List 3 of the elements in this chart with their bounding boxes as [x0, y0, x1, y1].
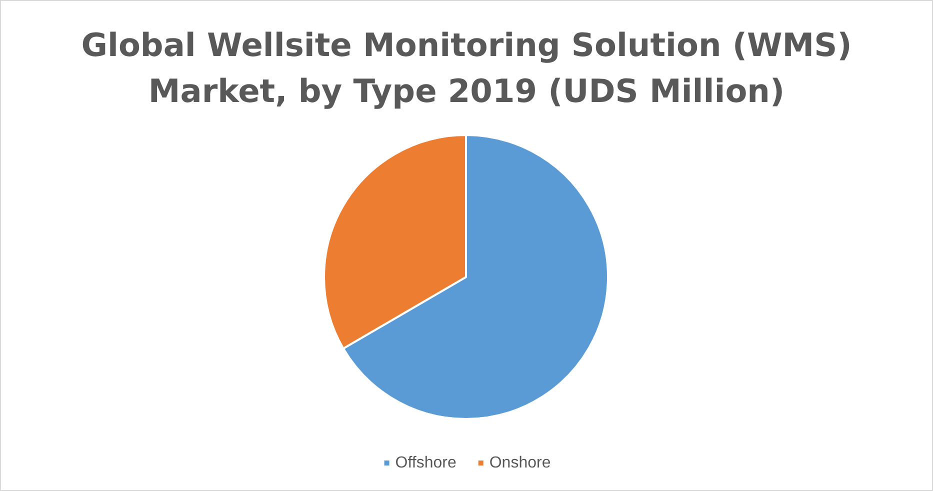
legend-label: Offshore — [395, 454, 456, 472]
legend-label: Onshore — [489, 454, 551, 472]
chart-title: Global Wellsite Monitoring Solution (WMS) Market, by Type 2019 (UDS Million) — [81, 26, 852, 110]
